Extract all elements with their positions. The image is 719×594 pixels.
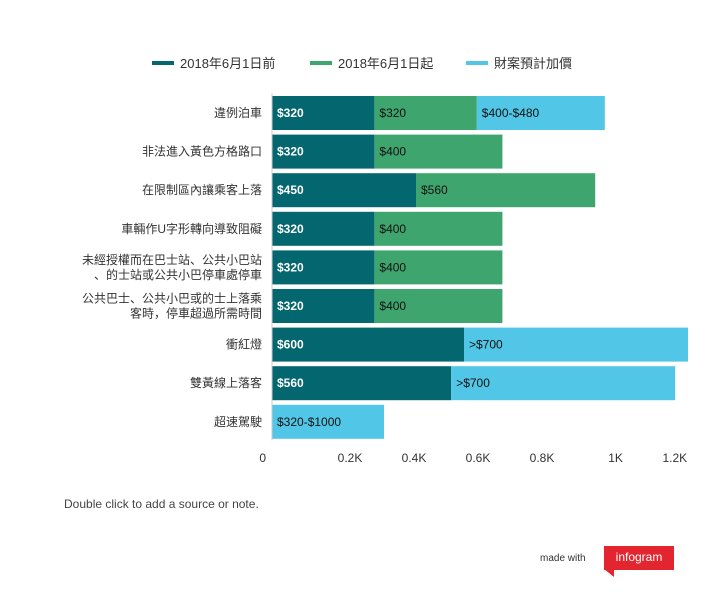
bar-value-label: $320: [379, 106, 406, 120]
x-tick-label: 0.4K: [402, 451, 427, 465]
logo-tail-shape: [604, 569, 614, 577]
x-tick-label: 1.2K: [662, 451, 687, 465]
bar-segment[interactable]: [272, 289, 375, 323]
bar-value-label: >$700: [469, 338, 503, 352]
bar-segment[interactable]: [374, 250, 503, 285]
legend-item-1[interactable]: 2018年6月1日前: [152, 56, 275, 71]
category-label: 客時，停車超過所需時間: [130, 306, 262, 321]
bar-value-label: $320: [277, 299, 304, 313]
bar-segment[interactable]: [374, 96, 477, 130]
infogram-logo-text: infogram: [615, 550, 663, 564]
legend-swatch: [310, 61, 332, 65]
bar-segment[interactable]: [416, 173, 596, 208]
x-tick-label: 0.6K: [466, 451, 491, 465]
legend: 2018年6月1日前 2018年6月1日起 財案預計加價: [152, 56, 572, 71]
legend-label: 2018年6月1日前: [180, 56, 275, 71]
category-label: 在限制區內讓乘客上落: [142, 182, 262, 197]
bar-segment[interactable]: [451, 366, 676, 401]
bar-segment[interactable]: [374, 289, 503, 323]
legend-swatch: [152, 61, 174, 65]
category-label: 、的士站或公共小巴停車處停車: [94, 267, 262, 282]
legend-item-2[interactable]: 2018年6月1日起: [310, 56, 433, 71]
bar-value-label: $560: [277, 376, 304, 390]
bar-segment[interactable]: [272, 134, 375, 169]
bar-segment[interactable]: [272, 250, 375, 285]
bar-value-label: >$700: [456, 376, 490, 390]
bar-segment[interactable]: [272, 366, 452, 401]
bar-value-label: $320: [277, 260, 304, 274]
bar-segment[interactable]: [374, 211, 503, 246]
x-tick-label: 0: [259, 451, 266, 465]
legend-label: 財案預計加價: [494, 56, 572, 71]
bar-segment[interactable]: [464, 327, 688, 362]
infogram-logo[interactable]: infogram: [604, 546, 674, 570]
bar-value-label: $450: [277, 183, 304, 197]
bar-value-label: $320: [277, 106, 304, 120]
bar-value-label: $400: [379, 299, 406, 313]
category-label: 非法進入黃色方格路口: [142, 144, 262, 159]
bar-segment[interactable]: [272, 327, 464, 362]
bar-segment[interactable]: [374, 134, 503, 169]
bar-value-label: $400-$480: [482, 106, 540, 120]
bar-value-label: $400: [379, 145, 406, 159]
legend-item-3[interactable]: 財案預計加價: [466, 56, 572, 71]
bar-value-label: $320-$1000: [277, 415, 341, 429]
bar-value-label: $400: [379, 260, 406, 274]
bar-segment[interactable]: [476, 96, 605, 130]
bar-value-label: $400: [379, 222, 406, 236]
category-label: 違例泊車: [214, 106, 262, 120]
made-with-text: made with: [540, 553, 586, 564]
legend-label: 2018年6月1日起: [338, 56, 433, 71]
bar-segment[interactable]: [272, 211, 375, 246]
x-tick-label: 0.8K: [530, 451, 555, 465]
category-label: 雙黃線上落客: [190, 375, 262, 390]
x-tick-label: 1K: [608, 451, 623, 465]
bar-segment[interactable]: [272, 173, 416, 208]
bar-value-label: $320: [277, 222, 304, 236]
source-note[interactable]: Double click to add a source or note.: [64, 497, 259, 511]
category-labels: 違例泊車非法進入黃色方格路口在限制區內讓乘客上落車輛作U字形轉向導致阻礙未經授權…: [82, 106, 262, 429]
bar-value-label: $600: [277, 338, 304, 352]
bar-value-label: $320: [277, 145, 304, 159]
x-axis: 0 0.2K 0.4K 0.6K 0.8K 1K 1.2K: [259, 93, 687, 465]
category-label: 車輛作U字形轉向導致阻礙: [121, 221, 262, 236]
bar-segment[interactable]: [272, 96, 375, 130]
category-label: 公共巴士、公共小巴或的士上落乘: [82, 291, 262, 306]
legend-swatch: [466, 61, 488, 65]
bar-chart: 2018年6月1日前 2018年6月1日起 財案預計加價 $320 $320 $400-…: [82, 56, 688, 465]
bars-area: $320 $320 $400-$480 $320 $400 $450 $560 $320 $40…: [272, 96, 688, 439]
bar-value-label: $560: [421, 183, 448, 197]
category-label: 未經授權而在巴士站、公共小巴站: [82, 252, 262, 267]
x-tick-label: 0.2K: [338, 451, 363, 465]
category-label: 超速駕駛: [214, 414, 262, 429]
bar-segment[interactable]: [272, 404, 384, 439]
category-label: 衝紅燈: [226, 337, 262, 352]
